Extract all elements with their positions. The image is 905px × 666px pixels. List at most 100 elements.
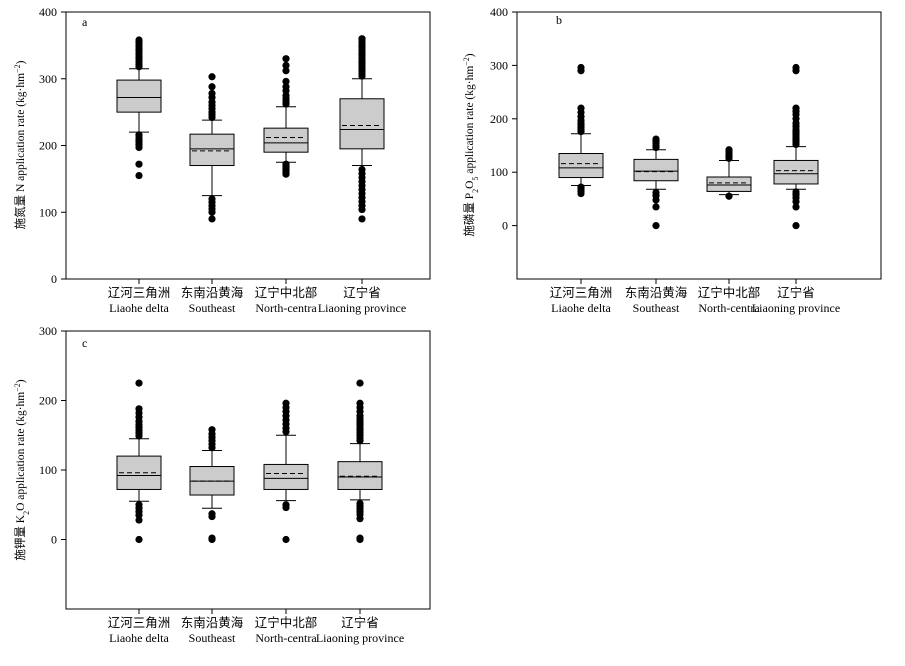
outlier-point <box>135 405 143 413</box>
x-tick-label-en: Liaohe delta <box>109 631 169 645</box>
x-tick-label-en: Liaoning province <box>316 631 404 645</box>
x-tick-label-cn: 辽河三角洲 <box>108 616 171 630</box>
y-tick-label: 0 <box>51 272 57 286</box>
outlier-point <box>208 73 216 81</box>
y-tick-label: 200 <box>39 394 57 408</box>
x-tick-label-en: Liaohe delta <box>109 301 169 315</box>
outlier-point <box>282 501 290 509</box>
outlier-point <box>356 379 364 387</box>
x-tick-label-en: Southeast <box>189 301 236 315</box>
box-2 <box>189 426 235 544</box>
outlier-point <box>356 534 364 542</box>
box-2 <box>633 135 679 230</box>
outlier-point <box>725 146 733 154</box>
outlier-point <box>135 171 143 180</box>
outlier-point <box>135 160 143 168</box>
outlier-point <box>208 89 216 98</box>
x-tick-label-en: Liaohe delta <box>551 301 611 315</box>
box-2 <box>189 73 235 223</box>
box-4 <box>339 35 385 223</box>
outlier-point <box>135 379 143 387</box>
x-tick-label-en: Southeast <box>633 301 680 315</box>
panel-c-ylabel: 施钾量 K2O application rate (kg·hm−2) <box>13 379 31 560</box>
panel-b-y-axis: 0 100 200 300 400 <box>490 5 517 233</box>
outlier-point <box>652 203 660 211</box>
outlier-point <box>356 499 364 507</box>
y-tick-label: 0 <box>502 219 508 233</box>
outlier-point <box>652 188 660 197</box>
y-tick-label: 300 <box>39 324 57 338</box>
y-tick-label: 400 <box>490 5 508 19</box>
panel-a-ylabel: 施氮量 N application rate (kg·hm−2) <box>13 60 28 229</box>
x-tick-label-cn: 辽宁中北部 <box>255 615 318 630</box>
outlier-point <box>135 501 143 509</box>
outlier-point <box>282 67 290 75</box>
outlier-point <box>282 535 290 544</box>
box-body <box>773 159 819 185</box>
y-tick-label: 200 <box>39 139 57 153</box>
x-tick-label-cn: 辽宁中北部 <box>698 285 761 300</box>
outlier-point <box>652 222 660 230</box>
outlier-point <box>208 534 216 542</box>
panel-c-label: c <box>82 336 87 350</box>
y-tick-label: 100 <box>490 165 508 179</box>
outlier-point <box>135 131 143 139</box>
outlier-point <box>208 215 216 223</box>
panel-b-ylabel: 施磷量 P2O5 application rate (kg·hm−2) <box>462 53 480 236</box>
panel-a: a 施氮量 N application rate (kg·hm−2) 0 100 2… <box>13 5 431 315</box>
box-body <box>337 461 383 490</box>
panel-b-label: b <box>556 13 562 27</box>
panel-c: c 施钾量 K2O application rate (kg·hm−2) 0 10… <box>13 324 431 645</box>
panel-a-boxes <box>116 35 385 223</box>
box-3 <box>706 146 752 200</box>
outlier-point <box>725 192 733 200</box>
x-tick-label-cn: 辽宁省 <box>777 285 815 300</box>
box-body <box>189 133 235 167</box>
outlier-point <box>652 135 660 143</box>
outlier-point <box>208 426 216 434</box>
x-tick-label-en: North-centra <box>255 631 317 645</box>
box-1 <box>558 63 604 198</box>
outlier-point <box>282 399 290 407</box>
outlier-point <box>358 35 366 43</box>
outlier-point <box>792 222 800 230</box>
box-4 <box>337 379 383 544</box>
outlier-point <box>282 77 290 86</box>
outlier-point <box>356 399 364 407</box>
outlier-point <box>792 104 800 112</box>
box-1 <box>116 379 162 544</box>
box-body <box>706 176 752 192</box>
outlier-point <box>577 183 585 191</box>
x-tick-label-cn: 辽河三角洲 <box>108 286 171 300</box>
outlier-point <box>282 55 290 63</box>
y-tick-label: 0 <box>51 533 57 547</box>
box-body <box>263 127 309 153</box>
panel-b-boxes <box>558 63 819 230</box>
outlier-point <box>358 165 366 174</box>
x-tick-label-cn: 东南沿黄海 <box>181 285 244 300</box>
box-1 <box>116 36 162 180</box>
outlier-point <box>792 188 800 196</box>
panel-a-y-axis: 0 100 200 300 400 <box>39 5 66 286</box>
outlier-point <box>577 104 585 112</box>
box-3 <box>263 399 309 544</box>
outlier-point <box>577 63 585 72</box>
outlier-point <box>135 535 143 544</box>
x-tick-label-cn: 东南沿黄海 <box>181 615 244 630</box>
x-tick-label-en: North-centra <box>255 301 317 315</box>
box-4 <box>773 63 819 230</box>
x-tick-label-cn: 东南沿黄海 <box>625 285 688 300</box>
box-body <box>339 98 385 150</box>
y-tick-label: 300 <box>490 58 508 72</box>
box-body <box>633 158 679 182</box>
y-tick-label: 100 <box>39 205 57 219</box>
x-tick-label-cn: 辽河三角洲 <box>550 286 613 300</box>
panel-b: b 施磷量 P2O5 application rate (kg·hm−2) 0 1… <box>462 5 882 315</box>
outlier-point <box>208 83 216 91</box>
x-tick-label-cn: 辽宁省 <box>341 615 379 630</box>
x-tick-label-en: Liaoning province <box>752 301 840 315</box>
outlier-point <box>208 510 216 518</box>
